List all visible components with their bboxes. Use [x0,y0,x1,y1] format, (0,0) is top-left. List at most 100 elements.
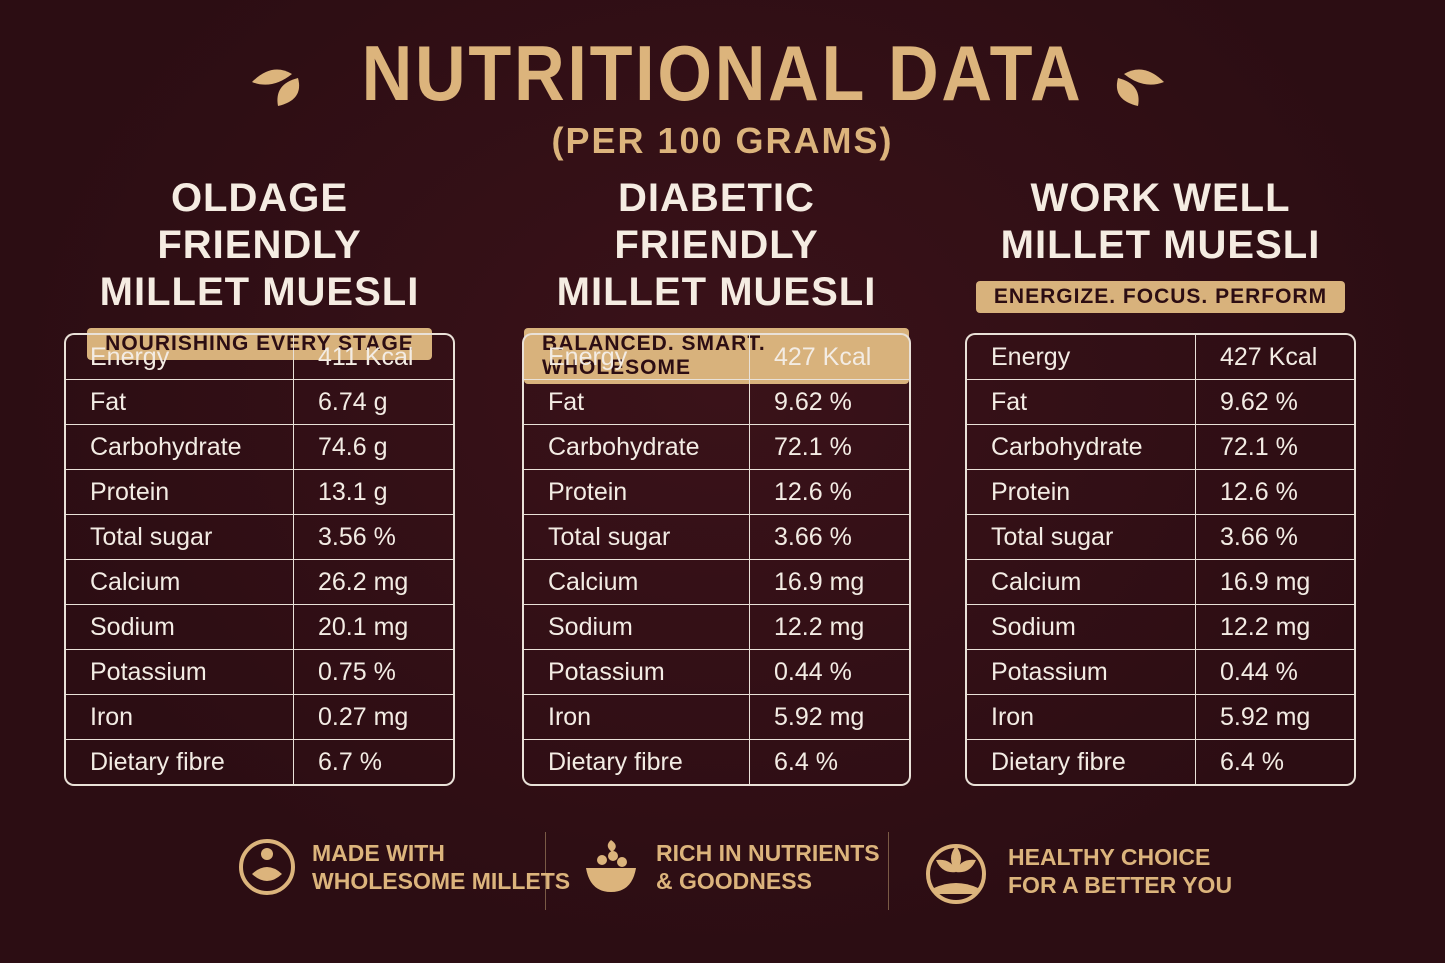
feature-line: & GOODNESS [656,868,812,894]
feature-line: MADE WITH [312,840,445,866]
table-row: Potassium 0.44 % [523,649,910,695]
nutrient-value: 16.9 mg [1195,559,1355,605]
nutrient-value: 3.66 % [1195,514,1355,560]
table-row: Energy 427 Kcal [523,334,910,380]
product-title: DIABETIC FRIENDLY MILLET MUESLI [524,175,909,316]
table-row: Protein 12.6 % [523,469,910,515]
nutrient-value: 411 Kcal [293,334,454,380]
table-row: Potassium 0.44 % [966,649,1355,695]
table-row: Dietary fibre 6.4 % [966,739,1355,785]
table-row: Sodium 12.2 mg [966,604,1355,650]
nutrient-value: 9.62 % [749,379,910,425]
nutrient-name: Calcium [966,559,1196,605]
table-row: Total sugar 3.56 % [65,514,454,560]
nutrient-value: 12.6 % [1195,469,1355,515]
leaf-ornament [1116,69,1164,106]
table-row: Calcium 26.2 mg [65,559,454,605]
nutrient-value: 0.44 % [749,649,910,695]
nutrient-name: Calcium [65,559,294,605]
nutrient-value: 5.92 mg [1195,694,1355,740]
nutrient-name: Energy [966,334,1196,380]
table-row: Fat 6.74 g [65,379,454,425]
feature: MADE WITH WHOLESOME MILLETS [238,838,570,896]
nutrient-name: Calcium [523,559,750,605]
nutrient-value: 26.2 mg [293,559,454,605]
table-row: Total sugar 3.66 % [966,514,1355,560]
table-row: Fat 9.62 % [966,379,1355,425]
feature-icon [586,840,636,892]
feature-line: FOR A BETTER YOU [1008,872,1233,898]
nutrient-value: 6.4 % [1195,739,1355,785]
nutrient-value: 9.62 % [1195,379,1355,425]
product-title-line: MILLET MUESLI [99,270,420,314]
nutrient-name: Sodium [523,604,750,650]
feature: HEALTHY CHOICE FOR A BETTER YOU [920,838,1232,904]
nutrient-name: Energy [65,334,294,380]
divider [888,832,889,910]
leaf-ornament [252,69,300,106]
product-title-line: MILLET MUESLI [556,270,877,314]
table-row: Fat 9.62 % [523,379,910,425]
nutrient-name: Carbohydrate [523,424,750,470]
table-row: Iron 5.92 mg [966,694,1355,740]
table-row: Total sugar 3.66 % [523,514,910,560]
nutrient-value: 20.1 mg [293,604,454,650]
product-title: WORK WELL MILLET MUESLI [967,175,1354,269]
nutrient-value: 12.2 mg [1195,604,1355,650]
feature-icon [239,839,295,895]
nutrient-value: 5.92 mg [749,694,910,740]
nutrient-value: 3.56 % [293,514,454,560]
nutrient-name: Total sugar [65,514,294,560]
feature-icon [926,844,986,904]
nutrient-name: Total sugar [523,514,750,560]
table-row: Dietary fibre 6.7 % [65,739,454,785]
nutrient-name: Sodium [65,604,294,650]
product-title-line: WORK WELL [1030,176,1291,220]
nutrient-value: 427 Kcal [749,334,910,380]
nutrient-name: Protein [523,469,750,515]
nutrient-value: 12.6 % [749,469,910,515]
nutrient-value: 3.66 % [749,514,910,560]
nutrient-name: Iron [65,694,294,740]
table-row: Iron 0.27 mg [65,694,454,740]
feature: RICH IN NUTRIENTS & GOODNESS [582,838,880,896]
nutrition-table: Energy 427 Kcal Fat 9.62 % Carbohydrate 72.1 … [966,334,1355,785]
table-row: Carbohydrate 72.1 % [523,424,910,470]
table-row: Sodium 12.2 mg [523,604,910,650]
feature-line: WHOLESOME MILLETS [312,868,571,894]
table-row: Carbohydrate 74.6 g [65,424,454,470]
nutrient-name: Carbohydrate [65,424,294,470]
table-row: Sodium 20.1 mg [65,604,454,650]
table-row: Protein 13.1 g [65,469,454,515]
nutrient-value: 6.74 g [293,379,454,425]
feature-line: RICH IN NUTRIENTS [656,840,880,866]
nutrient-name: Dietary fibre [65,739,294,785]
table-row: Dietary fibre 6.4 % [523,739,910,785]
table-row: Calcium 16.9 mg [523,559,910,605]
nutrient-name: Energy [523,334,750,380]
nutrition-table: Energy 411 Kcal Fat 6.74 g Carbohydrate 74.6 … [65,334,454,785]
nutrient-name: Fat [65,379,294,425]
product-title: OLDAGE FRIENDLY MILLET MUESLI [66,175,453,316]
feature-line: HEALTHY CHOICE [1008,844,1211,870]
table-row: Calcium 16.9 mg [966,559,1355,605]
nutrient-name: Carbohydrate [966,424,1196,470]
nutrient-name: Potassium [966,649,1196,695]
product-title-line: OLDAGE FRIENDLY [157,176,362,267]
product-title-line: DIABETIC FRIENDLY [614,176,819,267]
divider [545,832,546,910]
product-column: WORK WELL MILLET MUESLI ENERGIZE. FOCUS. P… [966,175,1355,785]
nutrient-value: 0.44 % [1195,649,1355,695]
nutrition-table: Energy 427 Kcal Fat 9.62 % Carbohydrate 72.1 … [523,334,910,785]
nutrient-name: Fat [966,379,1196,425]
nutrient-value: 12.2 mg [749,604,910,650]
table-row: Protein 12.6 % [966,469,1355,515]
nutrient-value: 6.7 % [293,739,454,785]
nutrient-value: 0.27 mg [293,694,454,740]
nutrient-name: Iron [966,694,1196,740]
nutrient-name: Protein [966,469,1196,515]
nutrient-value: 6.4 % [749,739,910,785]
table-row: Energy 427 Kcal [966,334,1355,380]
page-subtitle: (PER 100 GRAMS) [551,120,894,161]
